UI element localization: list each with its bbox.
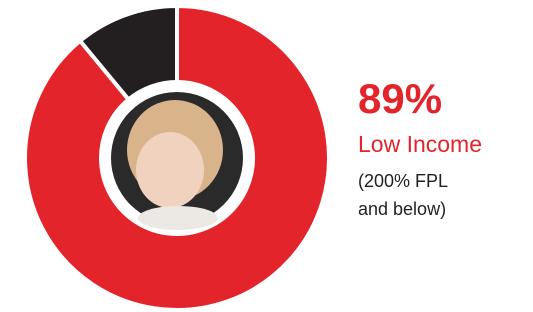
note: and below) <box>358 199 446 219</box>
photo-shirt <box>138 206 218 230</box>
chart: 89% Low Income (200% FPL and below) <box>0 0 533 312</box>
note: (200% FPL <box>358 171 448 191</box>
value-label: 89% <box>358 75 442 122</box>
category-label: Low Income <box>358 131 482 157</box>
center-photo <box>101 82 253 234</box>
photo-face <box>136 132 204 208</box>
